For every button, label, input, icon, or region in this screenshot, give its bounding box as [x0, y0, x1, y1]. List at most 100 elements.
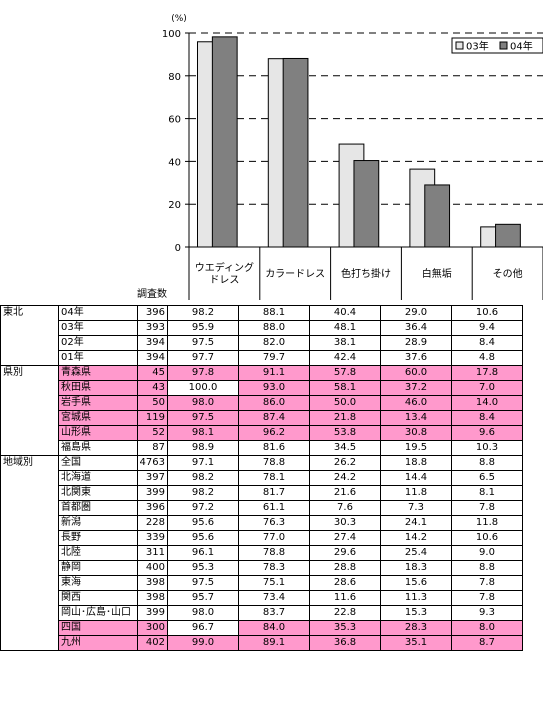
legend-box	[451, 37, 543, 54]
table-row: 地域別 全国 4763 97.1 78.8 26.2 18.8 8.8	[0, 455, 523, 651]
value-cell: 7.8	[451, 575, 523, 591]
value-cell: 8.7	[451, 635, 523, 651]
bar-series-b-3	[424, 184, 451, 248]
group-label: 県別	[0, 365, 59, 456]
bar-series-b-2	[353, 160, 380, 248]
value-cell: 99.0	[167, 635, 239, 651]
column-header-line: カラードレス	[265, 269, 326, 280]
value-cell: 8.1	[451, 485, 523, 501]
y-tick-label-80: 80	[168, 72, 181, 83]
table-row: 岩手県 50 98.0 86.0 50.0 46.0 14.0	[1, 395, 523, 411]
table-row: 首都圏 396 97.2 61.1 7.6 7.3 7.8	[1, 500, 523, 516]
row-label: 関西	[58, 590, 138, 606]
value-cell: 96.1	[167, 545, 239, 561]
count-cell: 402	[137, 635, 168, 651]
bar-chart: 0 20 40 60 80 100 (%) 03年 04年	[162, 14, 543, 300]
value-cell: 10.6	[451, 530, 523, 546]
value-cell: 30.8	[380, 425, 452, 441]
value-cell: 84.0	[238, 620, 310, 636]
bar-series-b-0	[211, 36, 238, 248]
table-row: 宮城県 119 97.5 87.4 21.8 13.4 8.4	[1, 410, 523, 426]
count-cell: 397	[137, 470, 168, 486]
value-cell: 86.0	[238, 395, 310, 411]
value-cell: 7.6	[309, 500, 381, 516]
value-cell: 13.4	[380, 410, 452, 426]
count-cell: 119	[137, 410, 168, 426]
table-row: 02年 394 97.5 82.0 38.1 28.9 8.4	[1, 335, 523, 351]
table-row: 四国 300 96.7 84.0 35.3 28.3 8.0	[1, 620, 523, 636]
value-cell: 8.4	[451, 335, 523, 351]
value-cell: 82.0	[238, 335, 310, 351]
count-cell: 396	[137, 305, 168, 321]
y-axis-unit-label: (%)	[171, 14, 187, 24]
count-cell: 394	[137, 335, 168, 351]
count-cell: 43	[137, 380, 168, 396]
value-cell: 98.9	[167, 440, 239, 456]
bar-series-b-1	[282, 57, 309, 248]
value-cell: 77.0	[238, 530, 310, 546]
value-cell: 83.7	[238, 605, 310, 621]
value-cell: 26.2	[309, 455, 381, 471]
value-cell: 97.5	[167, 410, 239, 426]
value-cell: 28.9	[380, 335, 452, 351]
value-cell: 34.5	[309, 440, 381, 456]
value-cell: 29.6	[309, 545, 381, 561]
value-cell: 73.4	[238, 590, 310, 606]
value-cell: 35.3	[309, 620, 381, 636]
value-cell: 97.8	[167, 365, 239, 381]
value-cell: 98.2	[167, 305, 239, 321]
value-cell: 78.3	[238, 560, 310, 576]
legend-label-1: 04年	[510, 40, 533, 53]
value-cell: 11.8	[380, 485, 452, 501]
value-cell: 95.9	[167, 320, 239, 336]
row-label: 青森県	[58, 365, 138, 381]
y-tick-label-40: 40	[168, 157, 181, 168]
column-header-0: ウエディング ドレス	[189, 263, 260, 287]
count-cell: 228	[137, 515, 168, 531]
value-cell: 95.3	[167, 560, 239, 576]
bar-series-b-4	[495, 223, 521, 248]
row-label: 長野	[58, 530, 138, 546]
legend-label-0: 03年	[466, 40, 489, 53]
column-header-3: 白無垢	[401, 269, 472, 281]
table-row: 北陸 311 96.1 78.8 29.6 25.4 9.0	[1, 545, 523, 561]
row-label: 岡山･広島･山口	[58, 605, 138, 621]
legend-swatch-0	[455, 41, 464, 50]
count-cell: 45	[137, 365, 168, 381]
column-header-line: ドレス	[209, 275, 240, 286]
value-cell: 46.0	[380, 395, 452, 411]
table-row: 秋田県 43 100.0 93.0 58.1 37.2 7.0	[1, 380, 523, 396]
row-label: 九州	[58, 635, 138, 651]
value-cell: 28.6	[309, 575, 381, 591]
value-cell: 8.8	[451, 455, 523, 471]
value-cell: 18.3	[380, 560, 452, 576]
value-cell: 10.3	[451, 440, 523, 456]
value-cell: 35.1	[380, 635, 452, 651]
group-label: 東北	[0, 305, 59, 366]
value-cell: 37.2	[380, 380, 452, 396]
value-cell: 9.6	[451, 425, 523, 441]
value-cell: 98.2	[167, 470, 239, 486]
row-label: 新潟	[58, 515, 138, 531]
table-row: 新潟 228 95.6 76.3 30.3 24.1 11.8	[1, 515, 523, 531]
value-cell: 11.8	[451, 515, 523, 531]
value-cell: 78.8	[238, 545, 310, 561]
value-cell: 97.5	[167, 575, 239, 591]
table-row: 03年 393 95.9 88.0 48.1 36.4 9.4	[1, 320, 523, 336]
value-cell: 28.3	[380, 620, 452, 636]
value-cell: 8.8	[451, 560, 523, 576]
value-cell: 91.1	[238, 365, 310, 381]
column-header-4: その他	[472, 269, 543, 281]
column-header-line: 色打ち掛け	[340, 269, 391, 280]
count-cell: 399	[137, 605, 168, 621]
value-cell: 37.6	[380, 350, 452, 366]
value-cell: 76.3	[238, 515, 310, 531]
value-cell: 97.7	[167, 350, 239, 366]
column-header-line: 白無垢	[421, 269, 452, 280]
value-cell: 97.2	[167, 500, 239, 516]
value-cell: 18.8	[380, 455, 452, 471]
value-cell: 6.5	[451, 470, 523, 486]
row-label: 02年	[58, 335, 138, 351]
value-cell: 97.5	[167, 335, 239, 351]
value-cell: 98.0	[167, 605, 239, 621]
